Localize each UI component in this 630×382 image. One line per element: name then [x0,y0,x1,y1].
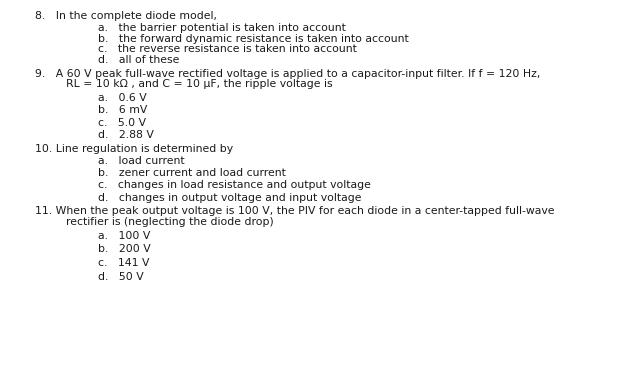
Text: d.   50 V: d. 50 V [98,272,144,282]
Text: b.   zener current and load current: b. zener current and load current [98,168,285,178]
Text: c.   changes in load resistance and output voltage: c. changes in load resistance and output… [98,180,370,190]
Text: a.   0.6 V: a. 0.6 V [98,93,146,103]
Text: b.   the forward dynamic resistance is taken into account: b. the forward dynamic resistance is tak… [98,34,408,44]
Text: b.   6 mV: b. 6 mV [98,105,147,115]
Text: a.   100 V: a. 100 V [98,231,150,241]
Text: a.   load current: a. load current [98,156,184,166]
Text: c.   5.0 V: c. 5.0 V [98,118,146,128]
Text: d.   changes in output voltage and input voltage: d. changes in output voltage and input v… [98,193,361,202]
Text: 8.   In the complete diode model,: 8. In the complete diode model, [35,11,217,21]
Text: d.   2.88 V: d. 2.88 V [98,130,154,140]
Text: rectifier is (neglecting the diode drop): rectifier is (neglecting the diode drop) [66,217,274,227]
Text: a.   the barrier potential is taken into account: a. the barrier potential is taken into a… [98,23,345,33]
Text: b.   200 V: b. 200 V [98,244,151,254]
Text: RL = 10 kΩ , and C = 10 μF, the ripple voltage is: RL = 10 kΩ , and C = 10 μF, the ripple v… [66,79,333,89]
Text: c.   the reverse resistance is taken into account: c. the reverse resistance is taken into … [98,44,357,54]
Text: 10. Line regulation is determined by: 10. Line regulation is determined by [35,144,232,154]
Text: 9.   A 60 V peak full-wave rectified voltage is applied to a capacitor-input fil: 9. A 60 V peak full-wave rectified volta… [35,69,540,79]
Text: d.   all of these: d. all of these [98,55,179,65]
Text: 11. When the peak output voltage is 100 V, the PIV for each diode in a center-ta: 11. When the peak output voltage is 100 … [35,206,554,216]
Text: c.   141 V: c. 141 V [98,258,149,268]
